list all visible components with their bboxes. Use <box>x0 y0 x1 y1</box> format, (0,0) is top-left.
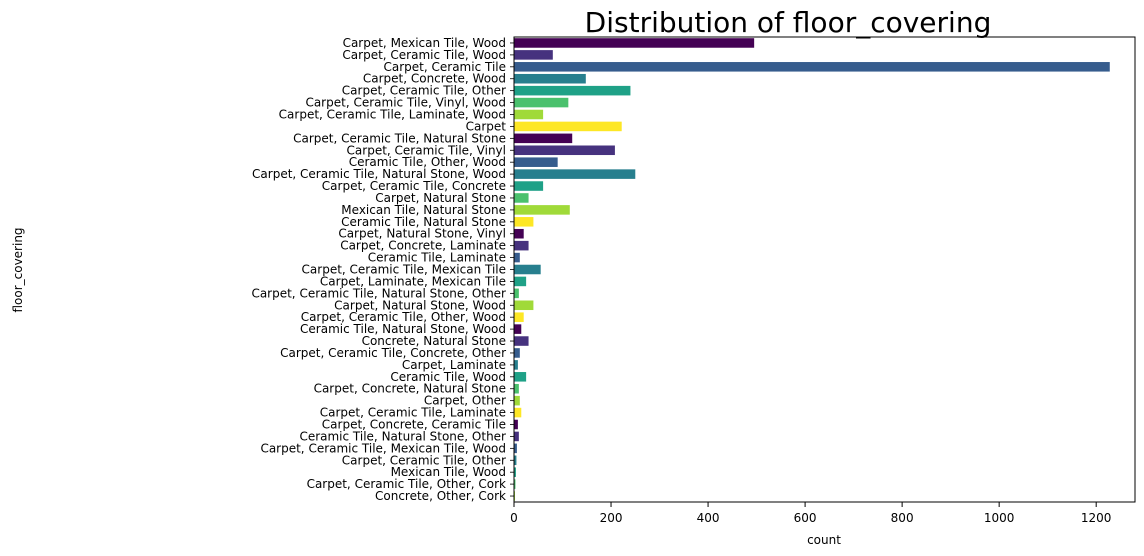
bar <box>514 86 630 96</box>
x-tick-label: 1000 <box>984 511 1015 525</box>
bar <box>514 217 533 227</box>
bar <box>514 169 635 179</box>
y-axis-label: floor_covering <box>11 227 25 312</box>
bar <box>514 110 543 120</box>
bar <box>514 277 526 287</box>
bar <box>514 265 541 275</box>
bar <box>514 289 519 299</box>
x-tick-label: 200 <box>600 511 623 525</box>
bar <box>514 336 529 346</box>
plot-frame <box>514 37 1135 502</box>
bar <box>514 181 543 191</box>
bar <box>514 122 622 132</box>
bar <box>514 432 519 442</box>
bar <box>514 241 529 251</box>
x-ticks: 0 200 400 600 800 1000 1200 <box>510 502 1111 525</box>
bar <box>514 98 568 108</box>
bar <box>514 134 572 144</box>
bar <box>514 146 615 156</box>
bar <box>514 384 519 394</box>
y-tick-label: Concrete, Other, Cork <box>375 489 506 503</box>
bar <box>514 253 520 263</box>
x-tick-label: 1200 <box>1081 511 1112 525</box>
x-tick-label: 800 <box>891 511 914 525</box>
bar <box>514 38 754 48</box>
bar <box>514 157 558 167</box>
bar <box>514 50 553 60</box>
bars-group <box>514 38 1110 501</box>
bar <box>514 324 521 334</box>
bar <box>514 420 518 430</box>
bar <box>514 396 520 406</box>
bar <box>514 193 529 203</box>
bar <box>514 348 520 358</box>
bar <box>514 301 533 311</box>
x-axis-label: count <box>807 533 841 547</box>
bar <box>514 205 570 215</box>
bar <box>514 74 586 84</box>
x-tick-label: 0 <box>510 511 518 525</box>
chart-title: Distribution of floor_covering <box>585 6 992 39</box>
bar <box>514 312 524 322</box>
x-tick-label: 400 <box>697 511 720 525</box>
bar <box>514 62 1110 72</box>
bar <box>514 229 524 239</box>
bar <box>514 372 526 382</box>
bar <box>514 408 521 418</box>
bar <box>514 360 518 370</box>
x-tick-label: 600 <box>794 511 817 525</box>
